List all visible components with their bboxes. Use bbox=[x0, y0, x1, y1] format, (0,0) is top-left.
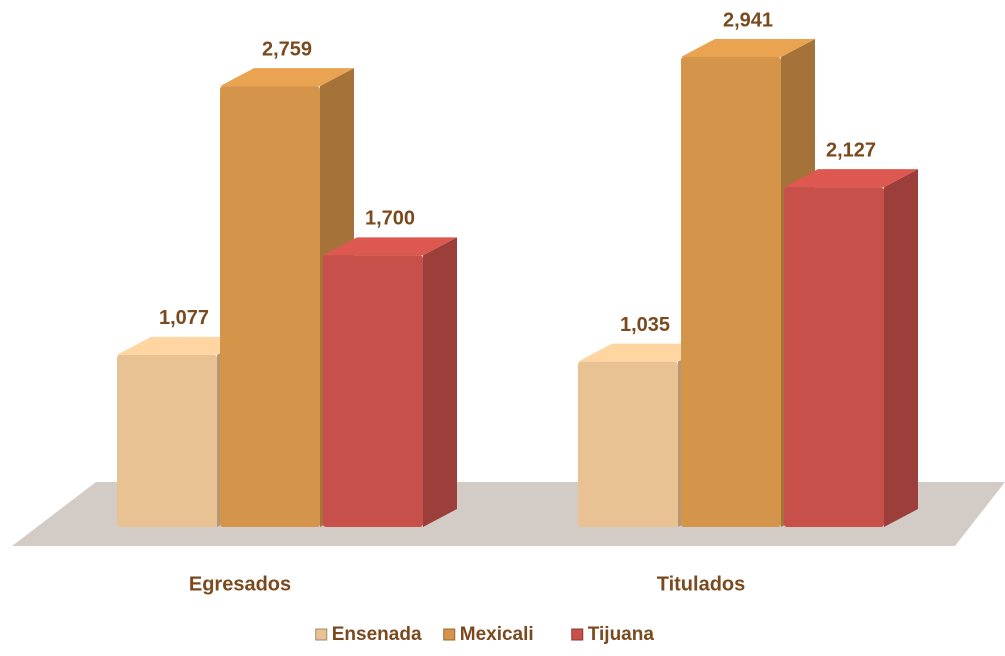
bar-top bbox=[578, 343, 712, 362]
bar-side bbox=[423, 237, 457, 527]
bar-top bbox=[784, 169, 918, 188]
value-label: 2,941 bbox=[723, 9, 773, 31]
bar-top bbox=[681, 39, 815, 57]
legend-label: Mexicali bbox=[460, 624, 534, 645]
bar-top bbox=[117, 336, 251, 355]
bar-side bbox=[884, 169, 918, 527]
value-label: 1,035 bbox=[620, 314, 670, 336]
bar-top bbox=[220, 68, 354, 87]
legend-label: Tijuana bbox=[588, 624, 655, 645]
bar bbox=[784, 187, 884, 527]
bar-top bbox=[323, 237, 457, 256]
bar bbox=[117, 354, 217, 527]
bar bbox=[220, 86, 320, 528]
legend-swatch bbox=[443, 628, 456, 641]
legend-swatch bbox=[315, 628, 328, 641]
value-label: 2,759 bbox=[262, 38, 312, 60]
value-label: 1,077 bbox=[159, 307, 209, 329]
bar bbox=[578, 361, 678, 527]
bar bbox=[681, 57, 781, 527]
value-label: 2,127 bbox=[826, 139, 876, 161]
x-tick-label: Titulados bbox=[657, 573, 746, 595]
legend-label: Ensenada bbox=[332, 624, 422, 645]
legend-swatch bbox=[571, 628, 584, 641]
bar bbox=[323, 255, 423, 527]
x-tick-label: Egresados bbox=[189, 573, 291, 595]
value-label: 1,700 bbox=[365, 208, 415, 230]
